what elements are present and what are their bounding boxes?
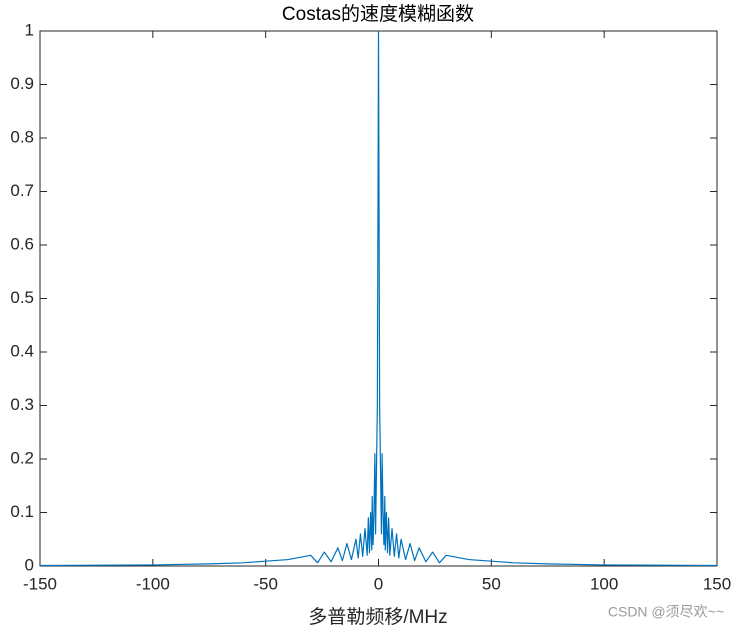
x-tick-label: 150 — [703, 574, 731, 593]
x-tick-label: -100 — [136, 574, 170, 593]
x-tick-label: 0 — [374, 574, 383, 593]
y-tick-label: 0.2 — [10, 448, 34, 467]
x-tick-label: -50 — [253, 574, 278, 593]
x-axis-label: 多普勒频移/MHz — [308, 606, 447, 628]
y-tick-label: 0.3 — [10, 395, 34, 414]
watermark: CSDN @须尽欢~~ — [608, 604, 724, 620]
y-tick-label: 0.6 — [10, 234, 34, 253]
y-tick-label: 0.5 — [10, 288, 34, 307]
y-tick-label: 0 — [25, 555, 34, 574]
y-tick-label: 1 — [25, 20, 34, 39]
y-tick-label: 0.4 — [10, 341, 34, 360]
y-tick-label: 0.9 — [10, 74, 34, 93]
y-tick-label: 0.8 — [10, 127, 34, 146]
x-tick-label: 50 — [482, 574, 501, 593]
chart-title: Costas的速度模糊函数 — [282, 3, 474, 25]
y-tick-label: 0.7 — [10, 181, 34, 200]
x-tick-label: 100 — [590, 574, 618, 593]
y-tick-label: 0.1 — [10, 502, 34, 521]
x-tick-label: -150 — [23, 574, 57, 593]
data-line — [39, 30, 718, 567]
